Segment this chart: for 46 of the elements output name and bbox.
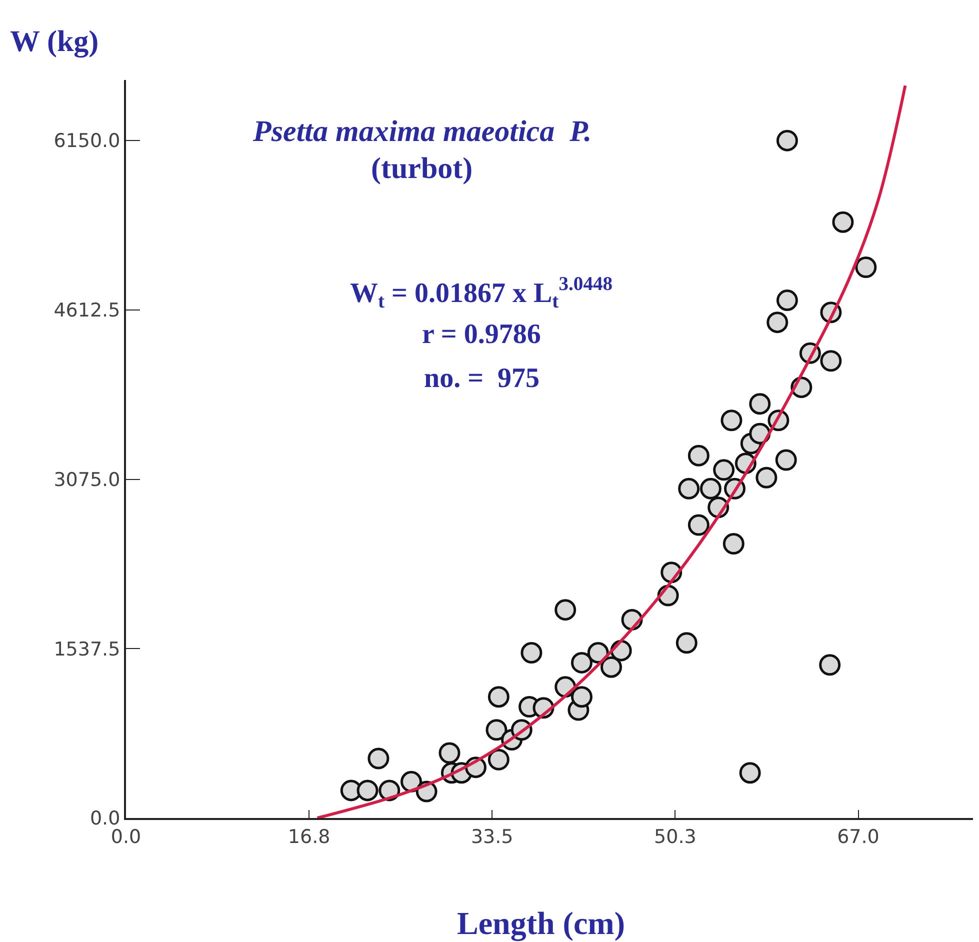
point	[819, 654, 841, 676]
point	[722, 532, 744, 554]
point	[776, 290, 798, 312]
x-tick-label: 16.8	[288, 826, 330, 848]
point	[820, 350, 842, 372]
point	[749, 422, 771, 444]
point	[832, 211, 854, 233]
point	[688, 444, 710, 466]
point	[766, 312, 788, 334]
x-tick-label: 33.5	[470, 826, 514, 848]
point	[520, 642, 542, 664]
point	[720, 410, 742, 432]
point	[554, 599, 576, 621]
point	[756, 466, 778, 488]
y-tick-label: 4612.5	[54, 300, 120, 322]
point	[739, 762, 761, 784]
point	[775, 449, 797, 471]
text: Psetta maxima maeotica P.	[252, 115, 592, 148]
point	[571, 652, 592, 674]
y-tick-label: 3075.0	[54, 468, 120, 491]
point	[438, 742, 460, 764]
point	[571, 686, 592, 708]
y-tick-label: 1537.5	[54, 638, 120, 660]
annotation: r = 0.9786	[422, 319, 541, 350]
y-axis-title: W (kg)	[10, 25, 99, 58]
point	[488, 686, 510, 708]
x-axis-title: Length (cm)	[457, 905, 625, 942]
point	[700, 478, 722, 500]
y-tick-label: 6150.0	[54, 130, 120, 152]
point	[776, 130, 798, 152]
point	[676, 632, 698, 654]
point	[688, 514, 710, 536]
text: (turbot)	[371, 152, 473, 185]
point	[486, 719, 508, 741]
point	[587, 642, 609, 664]
x-tick-label: 67.0	[837, 826, 880, 848]
point	[356, 780, 378, 802]
point	[368, 748, 390, 770]
point	[678, 478, 700, 500]
x-tick-label: 50.3	[654, 826, 696, 848]
point	[749, 393, 771, 415]
point	[855, 256, 877, 278]
annotation: no. = 975	[424, 363, 540, 394]
point	[713, 459, 735, 481]
point	[488, 748, 510, 770]
point	[600, 656, 622, 678]
